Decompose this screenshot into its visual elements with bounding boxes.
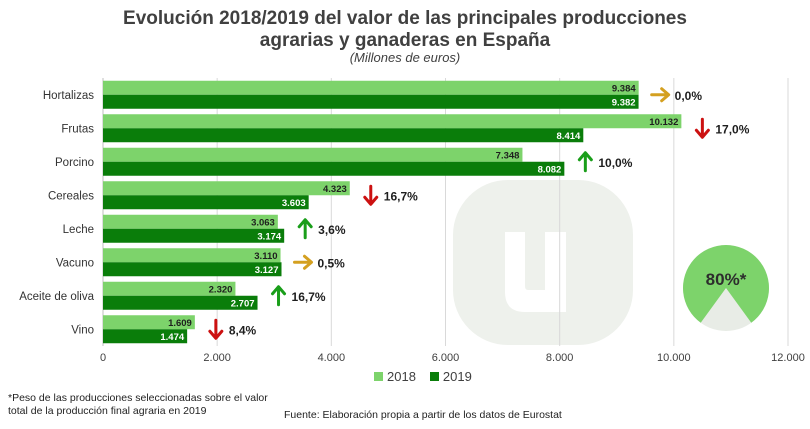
legend-label-2018: 2018 <box>387 369 416 384</box>
legend-swatch-2019 <box>429 372 439 381</box>
legend-item-2019: 2019 <box>429 369 472 384</box>
bar-value-label: 3.063 <box>251 217 275 228</box>
chart-legend: 2018 2019 <box>374 369 472 384</box>
bar-value-label: 8.414 <box>557 131 581 142</box>
arrow-up-icon <box>577 151 593 173</box>
bar-value-label: 9.382 <box>612 97 636 108</box>
bar-2018 <box>103 281 236 296</box>
bar-2018 <box>103 181 350 196</box>
legend-label-2019: 2019 <box>442 369 472 384</box>
bar-value-label: 3.110 <box>254 251 277 262</box>
change-label: 0,0% <box>675 89 703 103</box>
source-note: Fuente: Elaboración propia a partir de l… <box>284 409 562 421</box>
legend-item-2018: 2018 <box>374 369 416 384</box>
arrow-right-icon <box>293 254 313 270</box>
bar-2019 <box>103 128 584 143</box>
bar-value-label: 3.603 <box>282 198 306 209</box>
x-tick-label: 8.000 <box>546 352 574 364</box>
category-label: Aceite de oliva <box>19 291 94 303</box>
bar-2019 <box>103 195 309 210</box>
bar-value-label: 2.707 <box>231 298 255 309</box>
change-label: 16,7% <box>384 189 418 203</box>
x-tick-label: 4.000 <box>318 352 346 364</box>
legend-swatch-2018 <box>374 372 383 381</box>
bar-2018 <box>103 80 639 95</box>
bar-2018 <box>103 214 278 229</box>
u-logo-icon <box>453 180 633 345</box>
change-label: 3,6% <box>318 223 346 237</box>
change-label: 17,0% <box>715 122 749 136</box>
category-label: Hortalizas <box>43 90 94 102</box>
arrow-right-icon <box>650 87 671 103</box>
x-tick-label: 10.000 <box>657 352 691 364</box>
x-tick-label: 2.000 <box>203 352 231 364</box>
bar-value-label: 9.384 <box>612 83 636 94</box>
bar-2018 <box>103 147 523 162</box>
category-label: Vacuno <box>56 257 94 269</box>
footnote: *Peso de las producciones seleccionadas … <box>8 392 268 417</box>
x-tick-label: 12.000 <box>771 352 805 364</box>
bar-value-label: 7.348 <box>496 150 520 161</box>
bar-value-label: 1.474 <box>160 332 184 343</box>
arrow-down-icon <box>363 184 379 206</box>
bar-2019 <box>103 329 188 344</box>
arrow-down-icon <box>694 117 710 139</box>
category-label: Frutas <box>61 123 94 135</box>
category-label: Cereales <box>48 190 94 202</box>
arrow-up-icon <box>297 218 313 240</box>
bar-value-label: 4.323 <box>323 184 347 195</box>
category-label: Vino <box>71 324 94 336</box>
change-label: 10,0% <box>598 156 632 170</box>
bar-value-label: 3.127 <box>255 265 279 276</box>
bar-2018 <box>103 315 195 330</box>
change-label: 8,4% <box>229 323 257 337</box>
arrow-down-icon <box>208 318 224 340</box>
bar-value-label: 3.174 <box>257 231 281 242</box>
chart-title-line2: agrarias y ganaderas en España <box>259 30 551 51</box>
bar-2019 <box>103 161 565 176</box>
bar-value-label: 1.609 <box>168 318 192 329</box>
bar-value-label: 10.132 <box>649 117 678 128</box>
chart-title-line1: Evolución 2018/2019 del valor de las pri… <box>123 8 687 29</box>
category-label: Porcino <box>55 157 94 169</box>
arrow-up-icon <box>271 285 287 307</box>
change-label: 16,7% <box>292 290 326 304</box>
bar-2019 <box>103 228 285 243</box>
pie-value-label: 80%* <box>706 270 747 289</box>
chart-subtitle: (Millones de euros) <box>349 50 461 65</box>
bar-value-label: 8.082 <box>538 164 562 175</box>
x-tick-label: 6.000 <box>432 352 460 364</box>
bar-2019 <box>103 262 282 277</box>
bar-2018 <box>103 114 682 129</box>
bar-2018 <box>103 248 281 263</box>
bar-value-label: 2.320 <box>209 284 233 295</box>
bar-2019 <box>103 295 258 310</box>
bar-2019 <box>103 94 639 109</box>
x-tick-label: 0 <box>100 352 106 364</box>
category-label: Leche <box>63 224 94 236</box>
pie-slice-main <box>682 244 769 323</box>
change-label: 0,5% <box>317 256 345 270</box>
